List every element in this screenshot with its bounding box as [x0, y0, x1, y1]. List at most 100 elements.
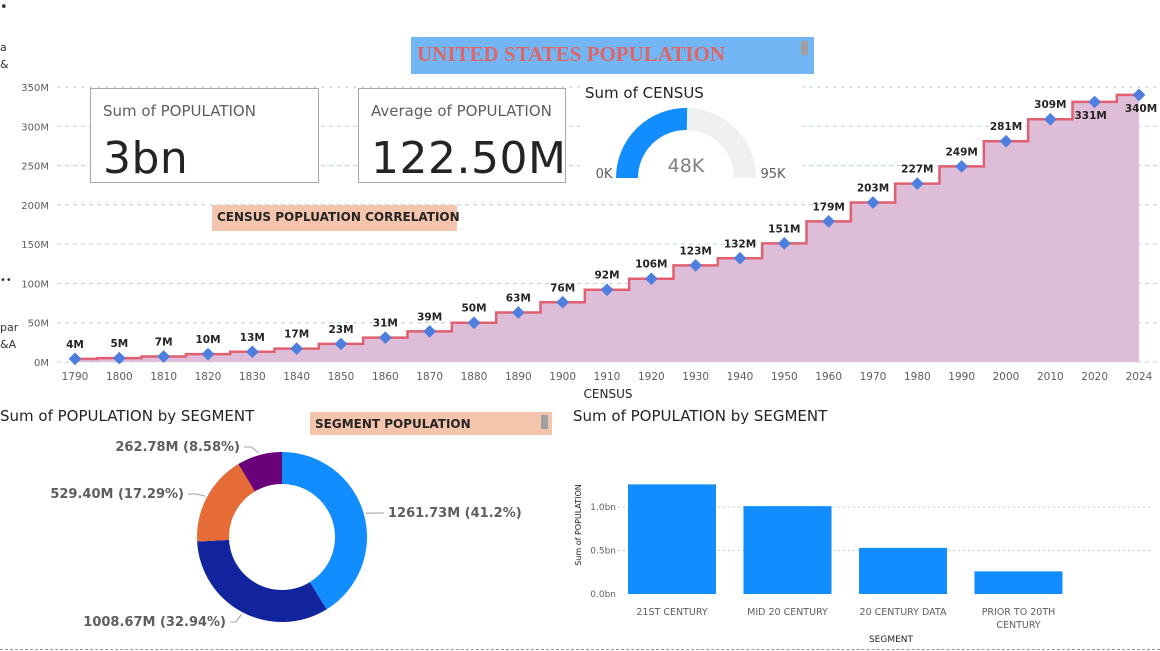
- data-point[interactable]: [467, 316, 481, 330]
- data-label: 4M: [66, 339, 84, 351]
- x-tick-label: 1790: [62, 371, 89, 383]
- data-point[interactable]: [201, 347, 215, 361]
- segment-population-label: SEGMENT POPULATION: [310, 412, 552, 435]
- donut-data-label: 1261.73M (41.2%): [388, 506, 522, 521]
- average-population-card[interactable]: Average of POPULATION 122.50M: [358, 88, 567, 184]
- x-tick-label: 1950: [771, 371, 798, 383]
- card-value: 122.50M: [371, 133, 567, 184]
- data-point[interactable]: [157, 350, 171, 363]
- data-label: 31M: [373, 318, 398, 330]
- segment-population-label-text: SEGMENT POPULATION: [315, 417, 471, 431]
- x-tick-label: 2020: [1081, 371, 1108, 383]
- y-tick-label: 300M: [21, 122, 49, 133]
- data-label: 39M: [417, 311, 442, 323]
- bar[interactable]: [628, 484, 716, 594]
- census-gauge: 48K 0K 95K: [596, 108, 786, 182]
- x-tick-label: 2010: [1037, 371, 1064, 383]
- data-label: 106M: [635, 259, 667, 271]
- data-point[interactable]: [245, 345, 259, 359]
- data-point[interactable]: [68, 352, 82, 366]
- x-tick-label: 1990: [948, 371, 975, 383]
- title-banner[interactable]: UNITED STATES POPULATION: [411, 37, 814, 74]
- y-tick-label: 150M: [21, 240, 49, 251]
- x-tick-label: 1820: [195, 371, 222, 383]
- donut-slice[interactable]: [197, 539, 327, 622]
- data-label: 132M: [724, 238, 756, 250]
- data-label: 203M: [857, 183, 889, 195]
- edge-dots: ••: [0, 275, 12, 286]
- bar[interactable]: [743, 506, 832, 594]
- donut-slice[interactable]: [238, 452, 282, 492]
- edge-fragment: par: [0, 321, 19, 334]
- data-label: 7M: [155, 337, 173, 349]
- gauge-title: Sum of CENSUS: [585, 84, 704, 102]
- x-tick-label: CENTURY: [996, 620, 1040, 631]
- data-label: 17M: [284, 329, 309, 341]
- data-label: 309M: [1034, 99, 1066, 111]
- segment-bar-chart: 0.0bn 0.5bn 1.0bn 21ST CENTURY MID 20 CENTU…: [574, 484, 1150, 645]
- gauge-fill: [616, 108, 688, 179]
- x-tick-label: 1910: [594, 371, 621, 383]
- bar[interactable]: [859, 547, 947, 594]
- donut-title: Sum of POPULATION by SEGMENT: [0, 407, 255, 425]
- data-label: 281M: [990, 121, 1022, 133]
- data-label: 10M: [195, 334, 220, 346]
- data-label: 227M: [901, 164, 933, 176]
- y-tick-label: 0M: [34, 358, 49, 369]
- data-label: 5M: [110, 338, 128, 350]
- donut-data-label: 1008.67M (32.94%): [83, 615, 226, 630]
- x-tick-label: 1840: [283, 371, 310, 383]
- edge-fragment: a: [0, 41, 7, 54]
- data-point[interactable]: [112, 351, 126, 365]
- gauge-max-label: 95K: [760, 167, 786, 182]
- x-tick-label: 1800: [106, 371, 133, 383]
- bar[interactable]: [974, 571, 1063, 594]
- x-tick-label: 1890: [505, 371, 532, 383]
- card-value: 3bn: [103, 133, 189, 184]
- bottom-divider: [0, 649, 1160, 650]
- donut-data-label: 262.78M (8.58%): [115, 440, 240, 455]
- gauge-value: 48K: [668, 155, 705, 177]
- edge-dot: •: [0, 0, 8, 15]
- scroll-handle[interactable]: [541, 415, 548, 429]
- segment-donut-chart: 1261.73M (41.2%) 1008.67M (32.94%) 529.40M…: [50, 440, 522, 630]
- x-tick-label: 1960: [815, 371, 842, 383]
- census-population-chart: 4M 5M 7M 10M 13M 17M 23M 31M 39M 50M 63M 76M 92M 106M…: [21, 83, 1160, 401]
- y-tick-label: 50M: [28, 319, 49, 330]
- x-tick-label: 1830: [239, 371, 266, 383]
- x-tick-label: 1930: [682, 371, 709, 383]
- x-tick-label: 1940: [727, 371, 754, 383]
- scroll-handle[interactable]: [801, 41, 808, 55]
- data-label: 50M: [461, 303, 486, 315]
- sum-population-card[interactable]: Sum of POPULATION 3bn: [90, 88, 319, 184]
- gauge-min-label: 0K: [596, 167, 613, 182]
- x-tick-label: 1870: [416, 371, 443, 383]
- data-point[interactable]: [378, 331, 392, 345]
- data-label: 92M: [594, 270, 619, 282]
- x-axis-title: SEGMENT: [869, 635, 914, 645]
- data-point[interactable]: [290, 342, 304, 356]
- donut-data-label: 529.40M (17.29%): [50, 487, 184, 502]
- x-tick-label: 1920: [638, 371, 665, 383]
- data-point[interactable]: [334, 337, 348, 351]
- correlation-label-text: CENSUS POPLUATION CORRELATION: [217, 210, 460, 224]
- data-label: 76M: [550, 282, 575, 294]
- y-tick-label: 1.0bn: [590, 503, 616, 513]
- data-label: 13M: [240, 332, 265, 344]
- population-area: [75, 94, 1139, 362]
- edge-fragment: &A: [0, 338, 17, 351]
- donut-slice[interactable]: [196, 464, 255, 542]
- x-tick-label: 1970: [860, 371, 887, 383]
- x-tick-label: 1980: [904, 371, 931, 383]
- data-label: 123M: [679, 245, 711, 257]
- x-tick-label: 1810: [150, 371, 177, 383]
- data-label: 249M: [945, 146, 977, 158]
- data-label: 340M: [1125, 103, 1157, 115]
- x-tick-label: 21ST CENTURY: [636, 607, 707, 618]
- data-point[interactable]: [423, 324, 437, 338]
- data-label: 63M: [506, 293, 531, 305]
- x-tick-label: 1850: [328, 371, 355, 383]
- donut-slice[interactable]: [282, 452, 368, 610]
- y-tick-label: 100M: [21, 279, 49, 290]
- y-tick-label: 0.5bn: [590, 547, 616, 557]
